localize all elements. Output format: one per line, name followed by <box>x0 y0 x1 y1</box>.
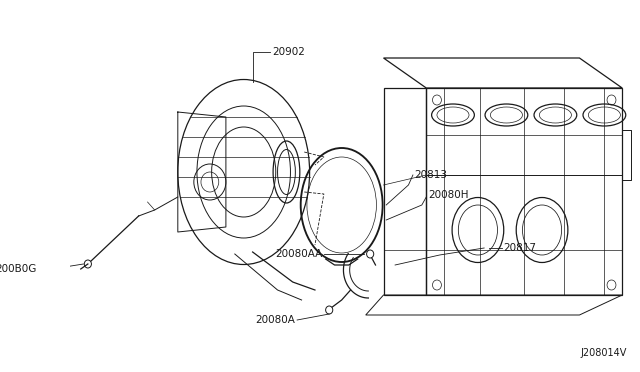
Text: J208014V: J208014V <box>580 348 627 358</box>
Text: 20813: 20813 <box>415 170 448 180</box>
Text: 20902: 20902 <box>272 47 305 57</box>
Circle shape <box>326 306 333 314</box>
Text: 20080H: 20080H <box>428 190 468 200</box>
Circle shape <box>367 250 374 258</box>
Text: 20080A: 20080A <box>255 315 295 325</box>
Circle shape <box>84 260 92 268</box>
Text: 20817: 20817 <box>504 243 537 253</box>
Text: 200B0G: 200B0G <box>0 264 37 274</box>
Text: 20080AA: 20080AA <box>275 249 322 259</box>
